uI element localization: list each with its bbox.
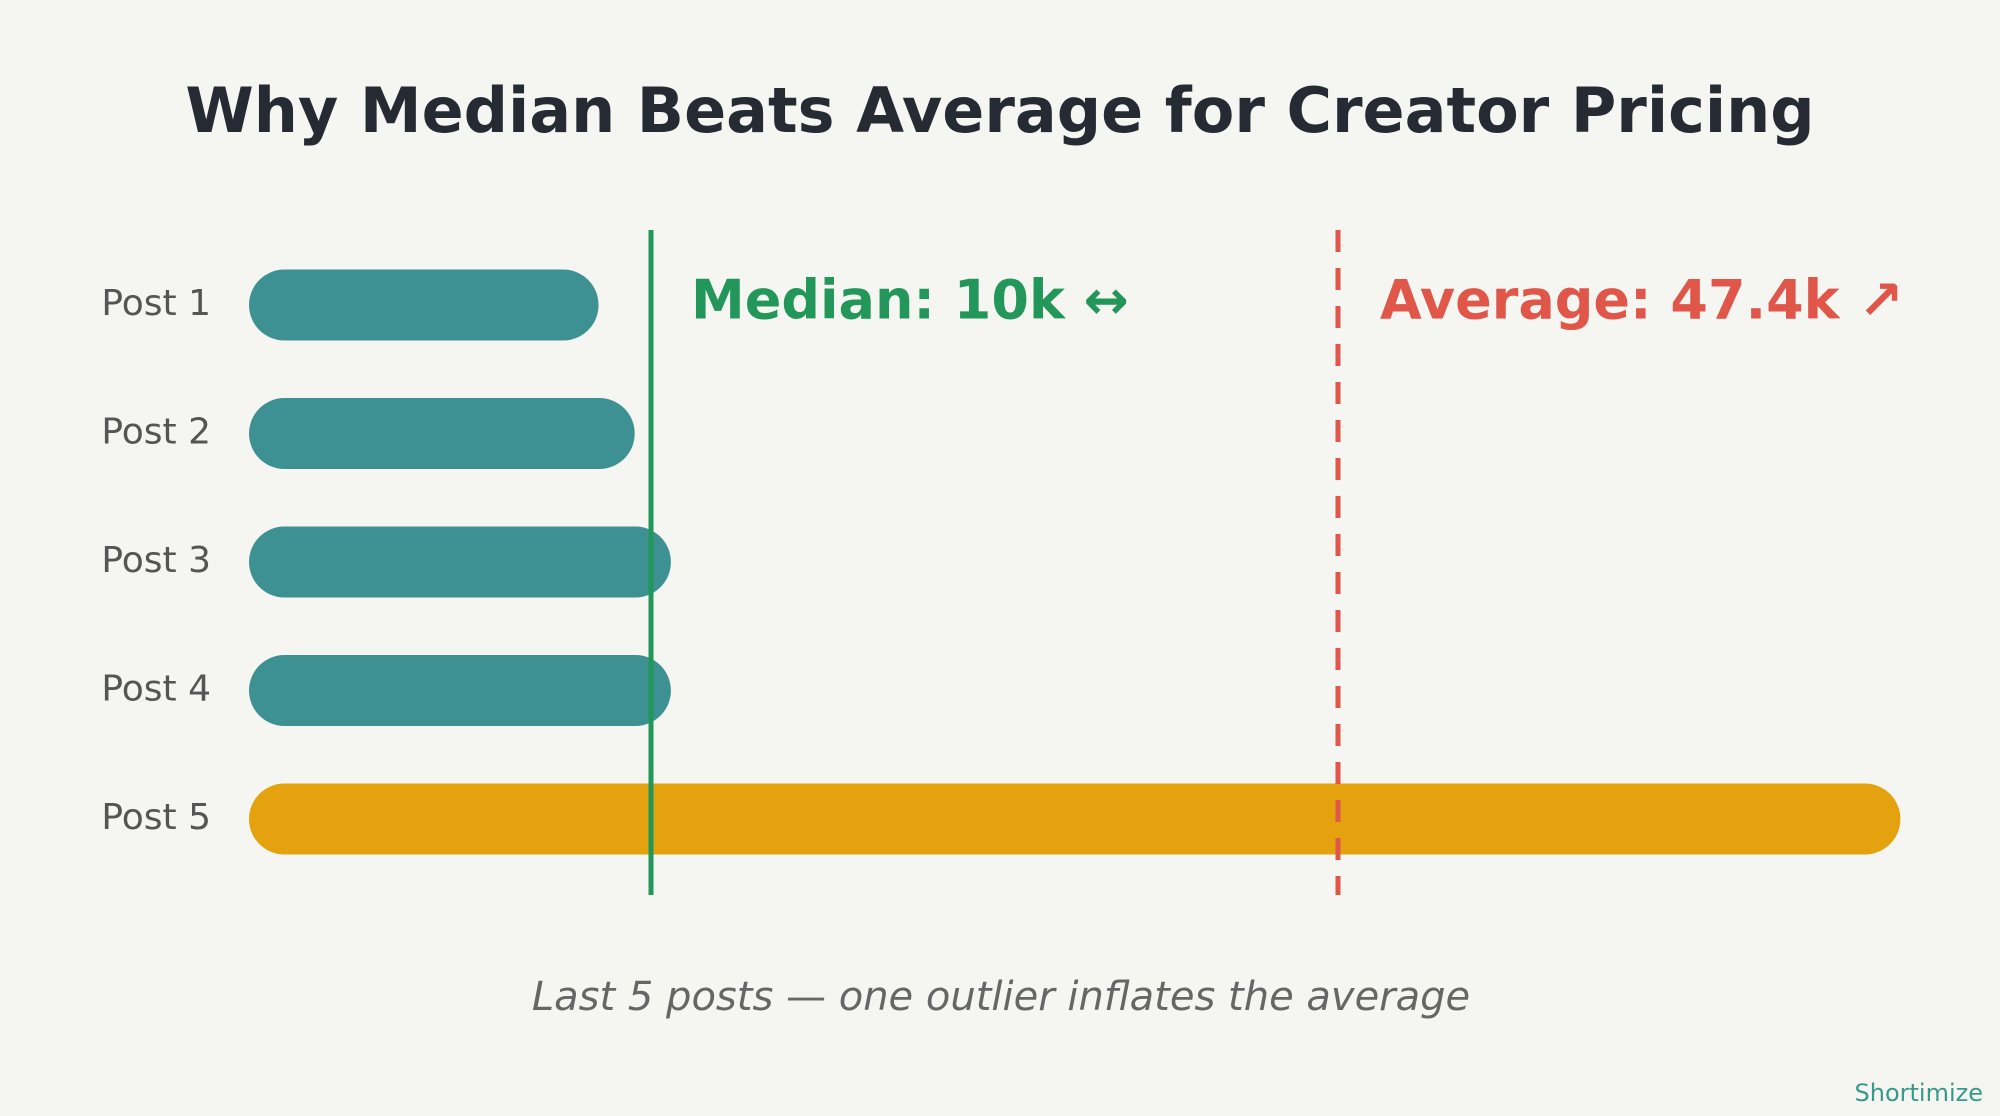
watermark: Shortimize — [1855, 1079, 1983, 1107]
average-label: Average: 47.4k ↗ — [1380, 269, 1904, 332]
y-tick-label: Post 3 — [101, 540, 211, 581]
bar — [249, 783, 1901, 855]
y-tick-label: Post 1 — [101, 283, 211, 324]
bar — [249, 655, 671, 726]
bars — [249, 269, 1901, 855]
y-tick-label: Post 4 — [101, 669, 211, 710]
y-tick-label: Post 5 — [101, 797, 211, 838]
bar — [249, 269, 599, 341]
median-label: Median: 10k ↔ — [691, 269, 1129, 332]
chart-title: Why Median Beats Average for Creator Pri… — [185, 74, 1814, 147]
bar — [249, 526, 671, 598]
bar — [249, 398, 635, 469]
y-tick-label: Post 2 — [101, 412, 211, 453]
caption: Last 5 posts — one outlier inflates the … — [532, 974, 1470, 1020]
